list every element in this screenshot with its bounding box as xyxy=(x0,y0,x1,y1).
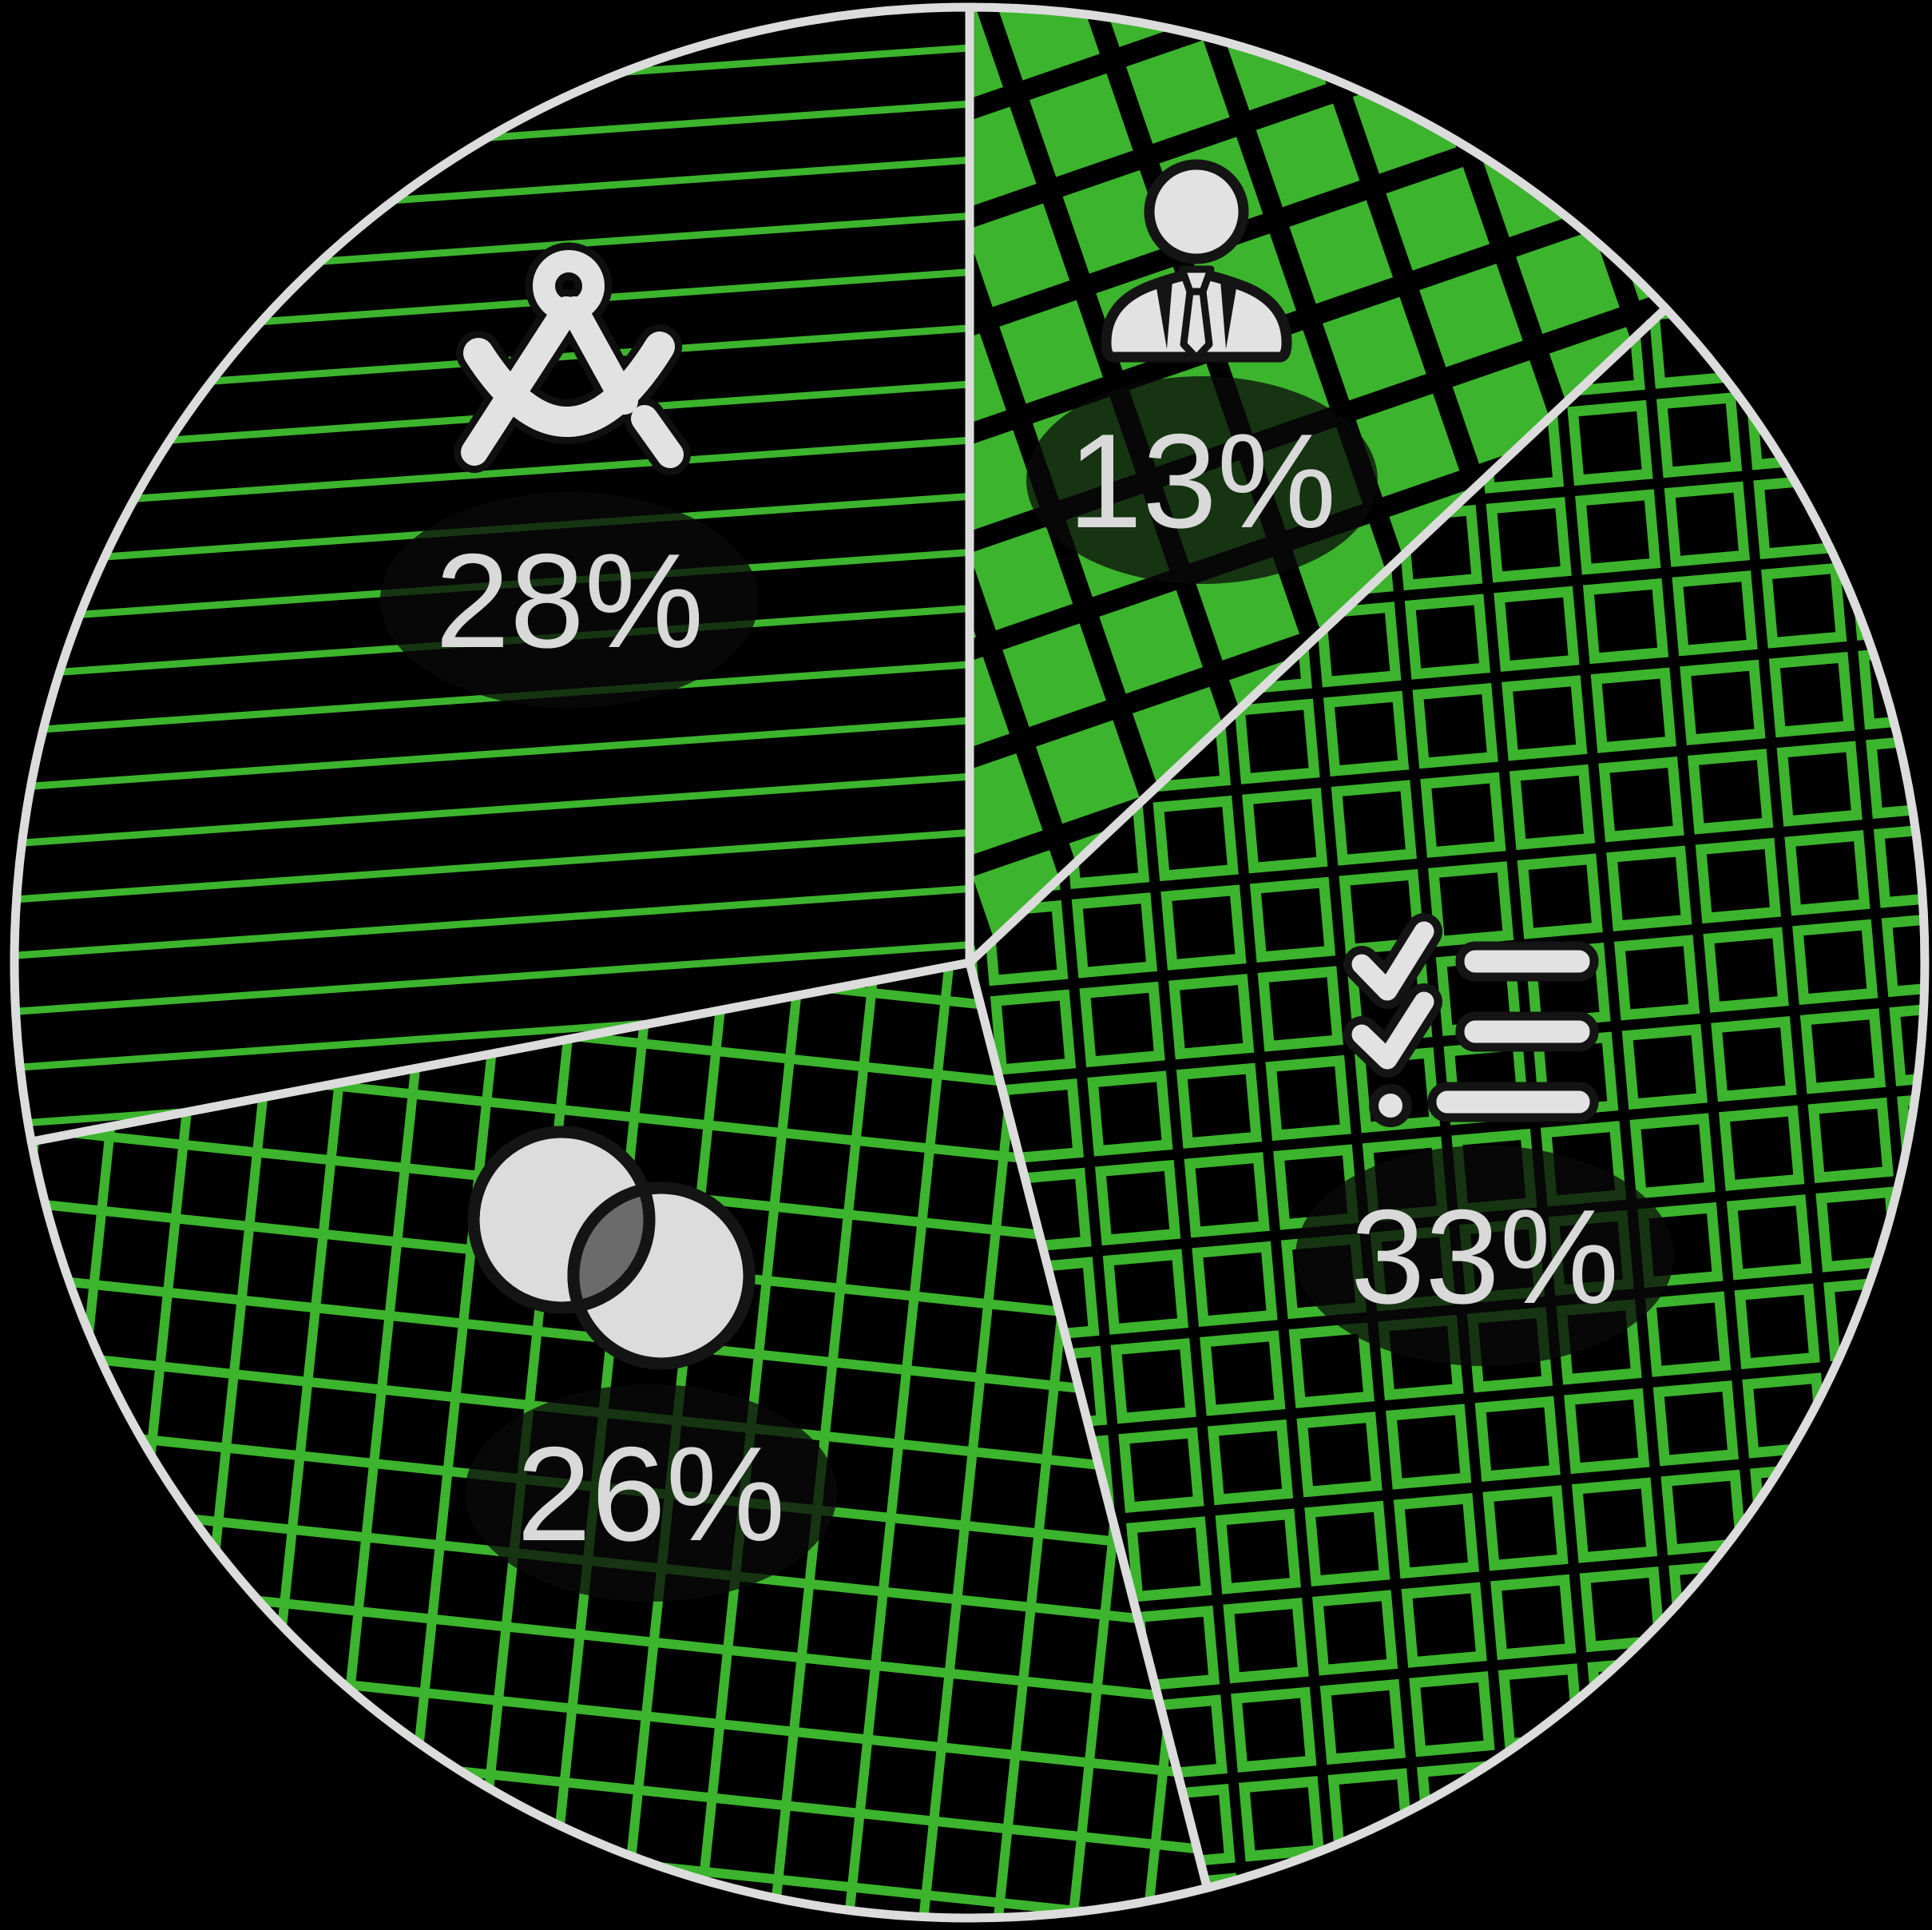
checklist-check2 xyxy=(1351,991,1434,1070)
checklist-bar3 xyxy=(1427,1082,1599,1122)
businessman-left-notch xyxy=(1155,279,1172,349)
checklist-bar1 xyxy=(1455,941,1599,982)
slice-label-28: 28% xyxy=(435,526,704,676)
slice-label-13: 13% xyxy=(1068,406,1336,556)
slice-label-33: 33% xyxy=(1351,1181,1619,1332)
compass-nib xyxy=(631,405,684,468)
businessman-right-notch xyxy=(1220,279,1238,349)
pie-slices xyxy=(10,2,1930,1923)
compass-left-leg xyxy=(461,296,580,466)
badge-28 xyxy=(380,492,759,708)
slice-label-26: 26% xyxy=(517,1419,785,1569)
badge-33 xyxy=(1295,1146,1674,1366)
badge-26 xyxy=(465,1384,837,1602)
drafting-compass-icon xyxy=(454,242,691,475)
badge-13 xyxy=(1026,376,1378,584)
slice-badges: 13% 33% 26% 28% xyxy=(380,376,1674,1602)
venn-diagram-icon xyxy=(467,1126,756,1370)
venn-left-outline xyxy=(467,1126,656,1314)
checklist-bullet-dot xyxy=(1369,1084,1412,1127)
businessman-head xyxy=(1144,159,1249,264)
checklist-check1 xyxy=(1351,921,1434,1001)
businessman-tie-blade xyxy=(1180,288,1213,362)
businessman-icon xyxy=(1101,159,1292,363)
checklist-icon xyxy=(1343,913,1599,1127)
compass-arc xyxy=(463,332,675,437)
venn-right-outline xyxy=(567,1181,756,1370)
checklist-bar2 xyxy=(1455,1011,1599,1052)
venn-overlap xyxy=(573,1188,649,1308)
